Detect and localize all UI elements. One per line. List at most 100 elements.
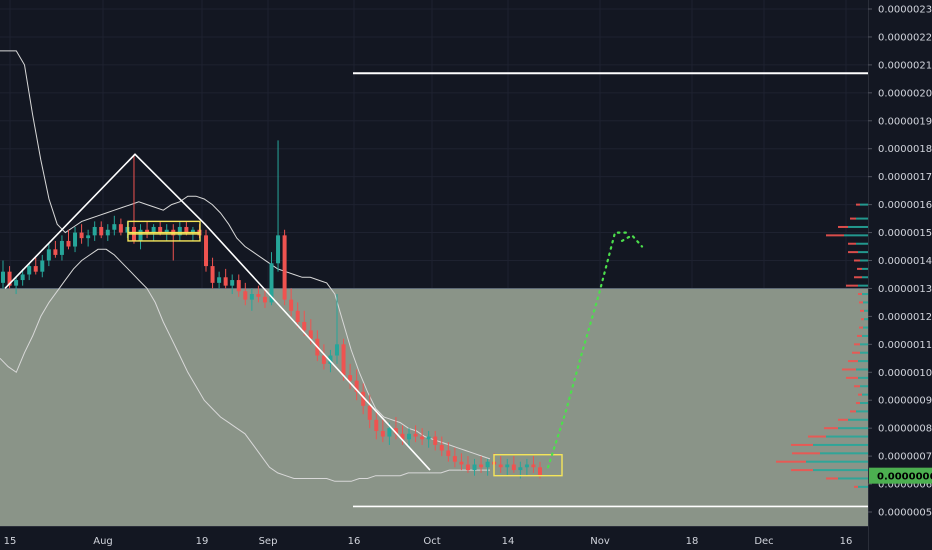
candle-body: [53, 249, 58, 255]
volume-profile-down-bar: [808, 435, 826, 438]
time-tick-label: 14: [502, 536, 515, 547]
volume-profile-down-bar: [838, 418, 848, 421]
volume-profile-down-bar: [848, 251, 858, 254]
candle-body: [354, 380, 359, 392]
candle-body: [105, 229, 110, 236]
candle-body: [190, 229, 195, 233]
candle-body: [459, 461, 464, 465]
volume-profile-up-bar: [858, 284, 868, 287]
candle-body: [341, 344, 346, 376]
volume-profile-down-bar: [824, 427, 838, 430]
last-price-label: 0.00000063: [877, 472, 932, 483]
candle-body: [524, 464, 529, 468]
volume-profile: [776, 203, 868, 488]
volume-profile-down-bar: [854, 343, 860, 346]
candle-body: [164, 229, 169, 233]
volume-profile-up-bar: [838, 427, 868, 430]
candle-body: [328, 355, 333, 364]
candle-body: [40, 260, 45, 272]
time-axis[interactable]: 15 Aug 19 Sep 16 Oct 14 Nov 18 Dec 16: [0, 526, 868, 550]
candle-body: [66, 240, 71, 247]
last-price-tag: 0.00000063: [869, 467, 932, 484]
volume-profile-up-bar: [806, 460, 868, 463]
volume-profile-down-bar: [850, 217, 856, 220]
volume-profile-down-bar: [854, 385, 860, 388]
volume-profile-up-bar: [860, 351, 868, 354]
price-axis-background: [868, 0, 932, 550]
candle-body: [282, 235, 287, 300]
volume-profile-down-bar: [826, 477, 838, 480]
volume-profile-down-bar: [826, 234, 844, 237]
volume-profile-up-bar: [862, 334, 868, 337]
volume-profile-up-bar: [858, 376, 868, 379]
volume-profile-up-bar: [858, 360, 868, 363]
candle-body: [361, 391, 366, 406]
volume-profile-down-bar: [791, 469, 813, 472]
candle-body: [59, 240, 64, 255]
volume-profile-up-bar: [820, 452, 868, 455]
candle-body: [321, 355, 326, 364]
volume-profile-up-bar: [862, 267, 868, 270]
candle-body: [151, 226, 156, 233]
time-tick-label: 19: [196, 536, 209, 547]
time-tick-label: Sep: [259, 536, 278, 547]
time-tick-label: 18: [686, 536, 699, 547]
candle-body: [33, 266, 38, 272]
volume-profile-up-bar: [838, 477, 868, 480]
volume-profile-down-bar: [838, 225, 848, 228]
volume-profile-down-bar: [792, 452, 820, 455]
candle-body: [485, 461, 490, 468]
volume-profile-down-bar: [852, 351, 860, 354]
volume-profile-up-bar: [856, 410, 868, 413]
volume-profile-up-bar: [858, 485, 868, 488]
candle-body: [472, 464, 477, 471]
candle-body: [73, 232, 78, 247]
candle-body: [92, 226, 97, 236]
candle-body: [531, 464, 536, 468]
candle-body: [302, 321, 307, 331]
candle-body: [518, 467, 523, 471]
volume-profile-up-bar: [862, 393, 868, 396]
volume-profile-down-bar: [860, 309, 864, 312]
volume-profile-down-bar: [854, 485, 858, 488]
candle-body: [538, 467, 542, 476]
volume-profile-down-bar: [854, 276, 862, 279]
volume-profile-down-bar: [856, 402, 860, 405]
volume-profile-down-bar: [857, 267, 862, 270]
bollinger-bands: [0, 50, 491, 482]
candle-body: [1, 271, 5, 283]
volume-profile-up-bar: [856, 368, 868, 371]
candle-body: [498, 464, 503, 468]
candle-body: [79, 232, 84, 239]
candle-body: [86, 235, 91, 239]
candle-body: [505, 464, 510, 468]
candle-body: [446, 450, 451, 457]
volume-profile-up-bar: [848, 225, 868, 228]
candle-body: [145, 229, 150, 233]
candles: [1, 140, 542, 479]
candle-body: [184, 226, 189, 233]
volume-profile-down-bar: [776, 460, 806, 463]
candle-body: [99, 226, 104, 236]
time-tick-label: 16: [348, 536, 361, 547]
candle-body: [118, 224, 123, 233]
time-axis-background: [0, 526, 868, 550]
volume-profile-down-bar: [858, 393, 862, 396]
candle-body: [243, 291, 248, 300]
bollinger-lower-band: [0, 248, 490, 482]
candle-body: [204, 235, 209, 267]
volume-profile-up-bar: [864, 309, 868, 312]
candle-body: [308, 330, 313, 339]
volume-profile-up-bar: [863, 301, 868, 304]
candle-body: [177, 226, 182, 236]
